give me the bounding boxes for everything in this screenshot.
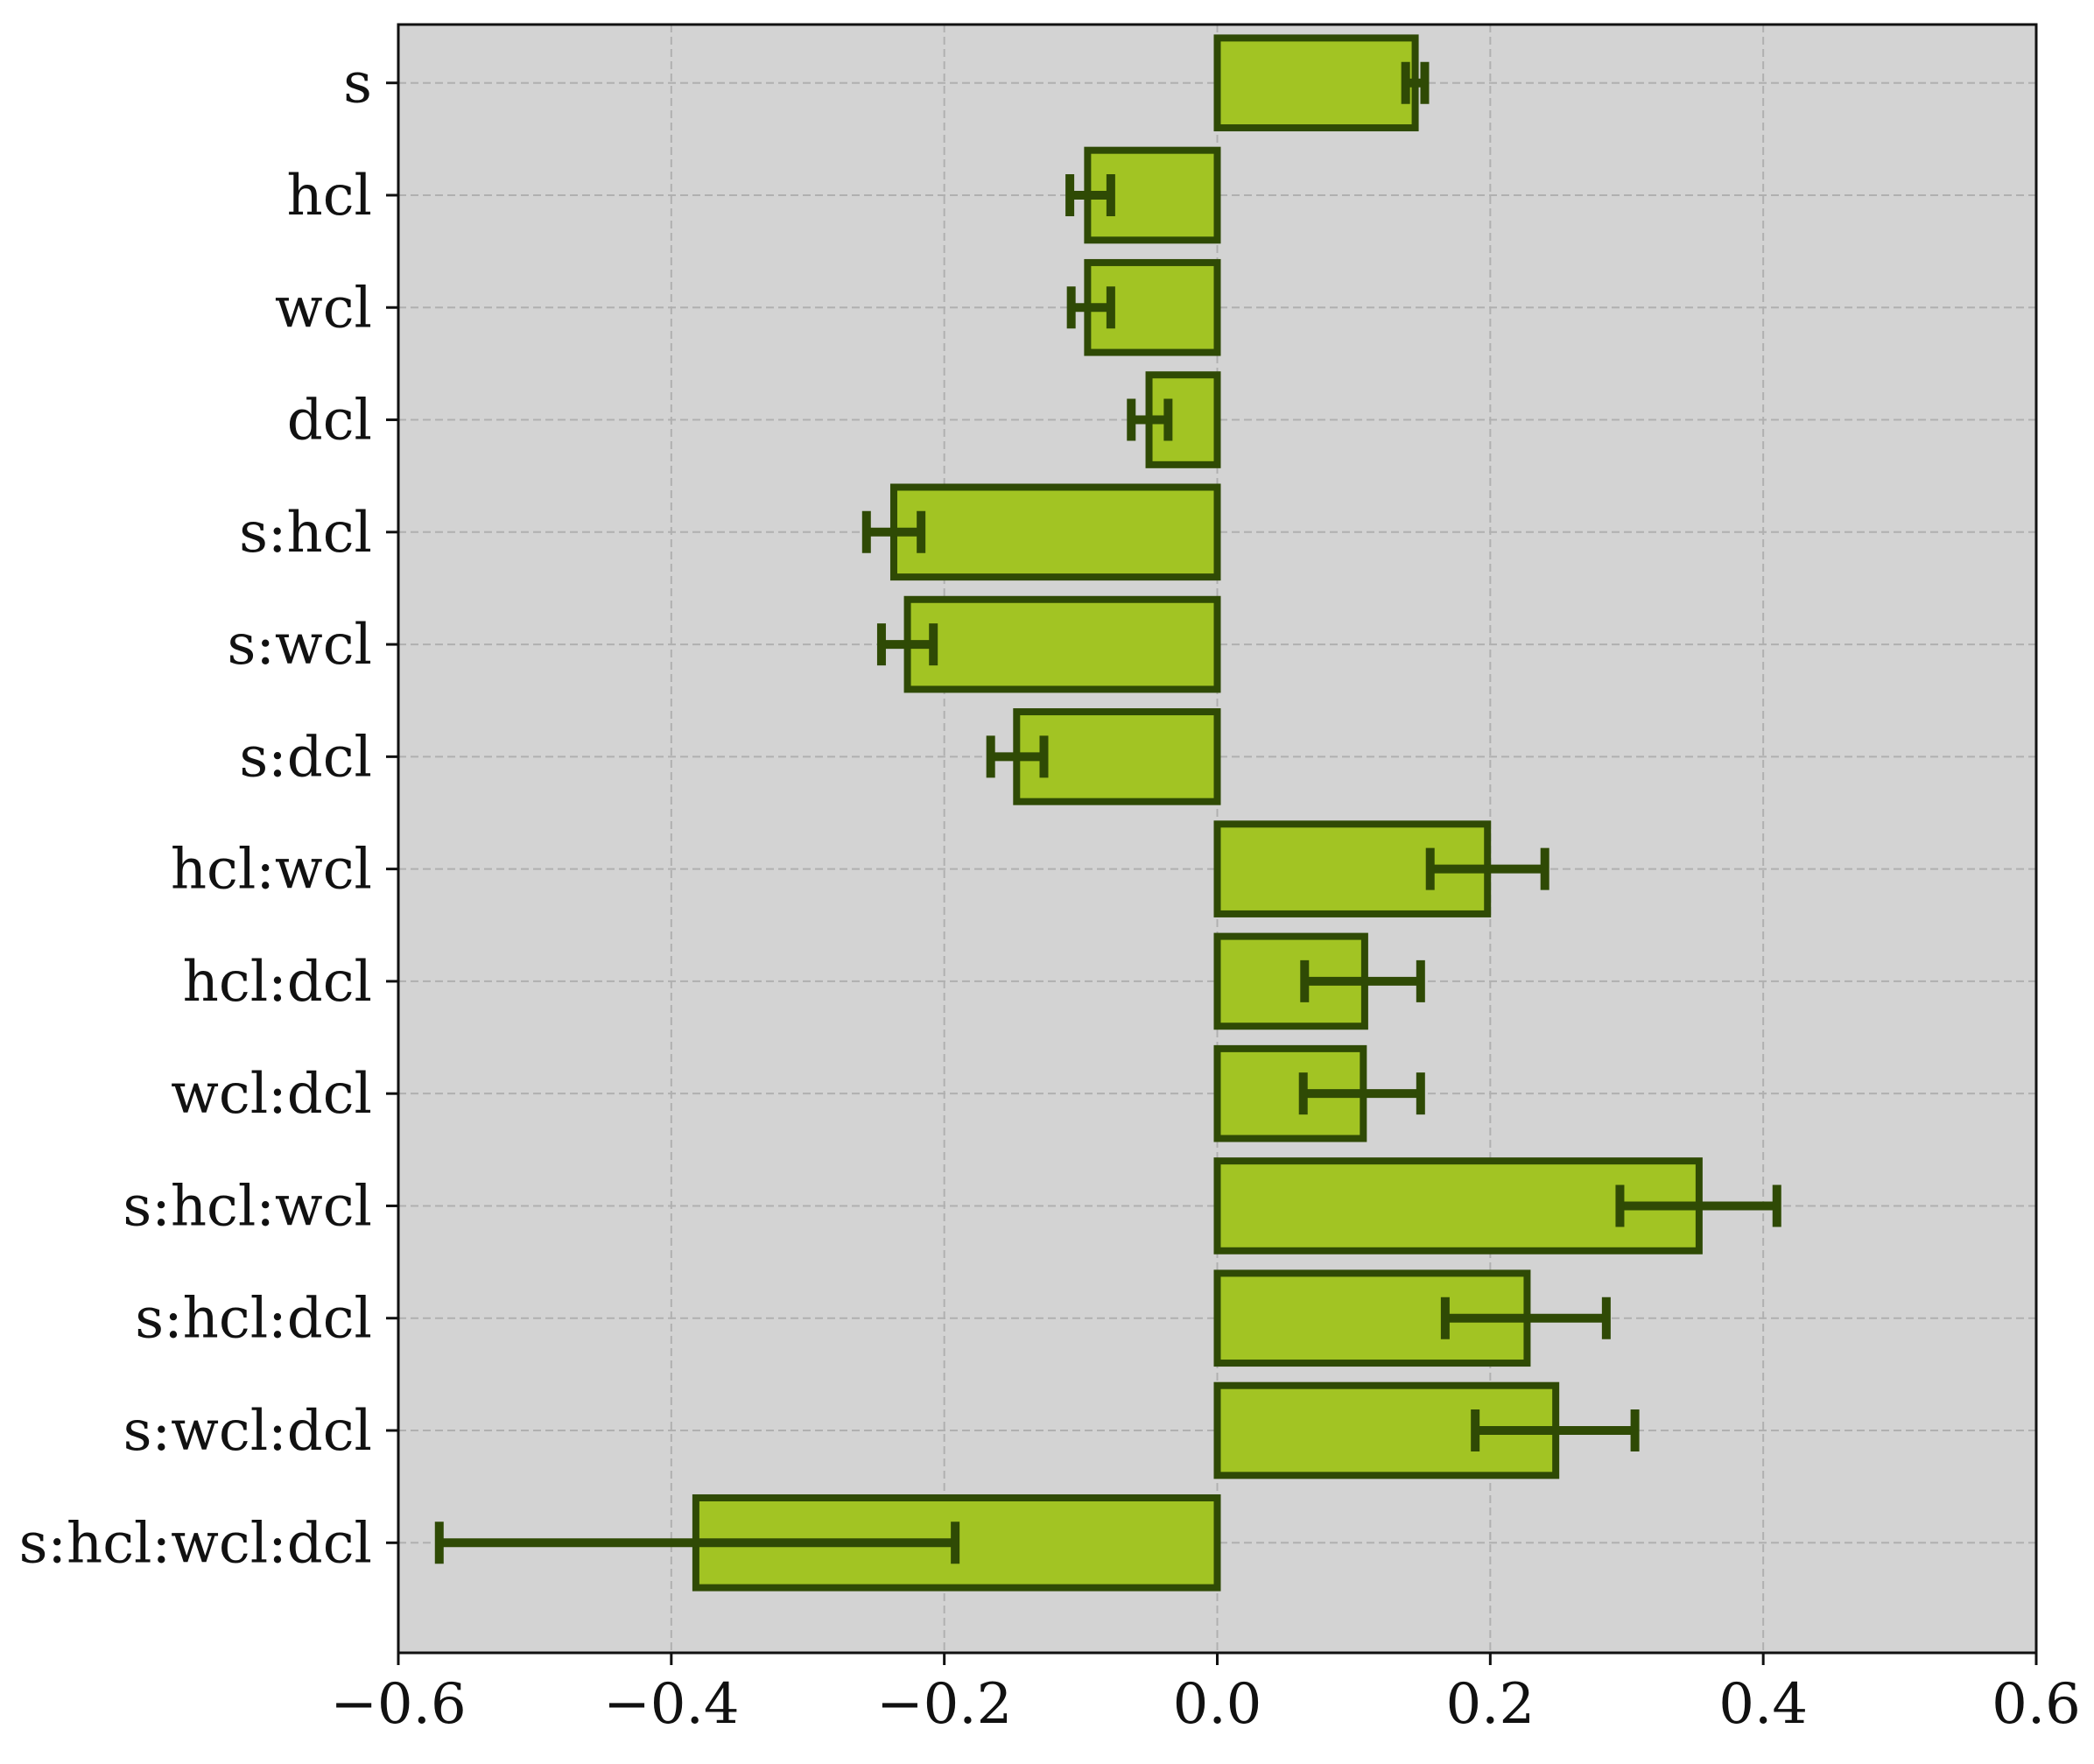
bars-layer bbox=[692, 34, 1703, 1592]
y-tick-label: s:hcl:wcl:dcl bbox=[19, 1511, 372, 1576]
x-tick-label: 0.0 bbox=[1173, 1672, 1262, 1737]
y-tick-label: s:hcl:wcl bbox=[123, 1174, 372, 1239]
ticks-layer: −0.6 −0.4 −0.2 0.0 0.2 0.4 0.6 s hcl wcl dcl s:hcl s… bbox=[19, 52, 2081, 1737]
x-tick-label: 0.4 bbox=[1718, 1672, 1808, 1737]
y-tick-label: hcl bbox=[286, 164, 372, 228]
error-bars-layer bbox=[434, 61, 1781, 1564]
x-tick-label: −0.2 bbox=[876, 1672, 1012, 1737]
y-tick-label: s:wcl:dcl bbox=[123, 1399, 372, 1464]
y-tick-label: s:wcl bbox=[228, 613, 373, 678]
y-tick-label: dcl bbox=[287, 389, 372, 453]
x-tick-label: 0.6 bbox=[1992, 1672, 2081, 1737]
y-tick-label: s:hcl:dcl bbox=[135, 1287, 372, 1352]
x-tick-label: −0.6 bbox=[330, 1672, 466, 1737]
bar bbox=[889, 483, 1221, 581]
y-tick-label: hcl:dcl bbox=[183, 950, 372, 1015]
x-tick-label: −0.4 bbox=[603, 1672, 739, 1737]
y-tick-label: hcl:wcl bbox=[171, 838, 372, 903]
y-tick-label: s:hcl bbox=[239, 501, 372, 566]
y-tick-label: wcl:dcl bbox=[171, 1062, 372, 1127]
bar bbox=[1213, 34, 1419, 132]
y-tick-label: s:dcl bbox=[239, 725, 372, 790]
x-tick-label: 0.2 bbox=[1445, 1672, 1535, 1737]
y-tick-label: wcl bbox=[275, 276, 372, 341]
bar bbox=[903, 595, 1221, 693]
bar bbox=[1013, 708, 1221, 805]
y-tick-label: s bbox=[343, 52, 372, 116]
